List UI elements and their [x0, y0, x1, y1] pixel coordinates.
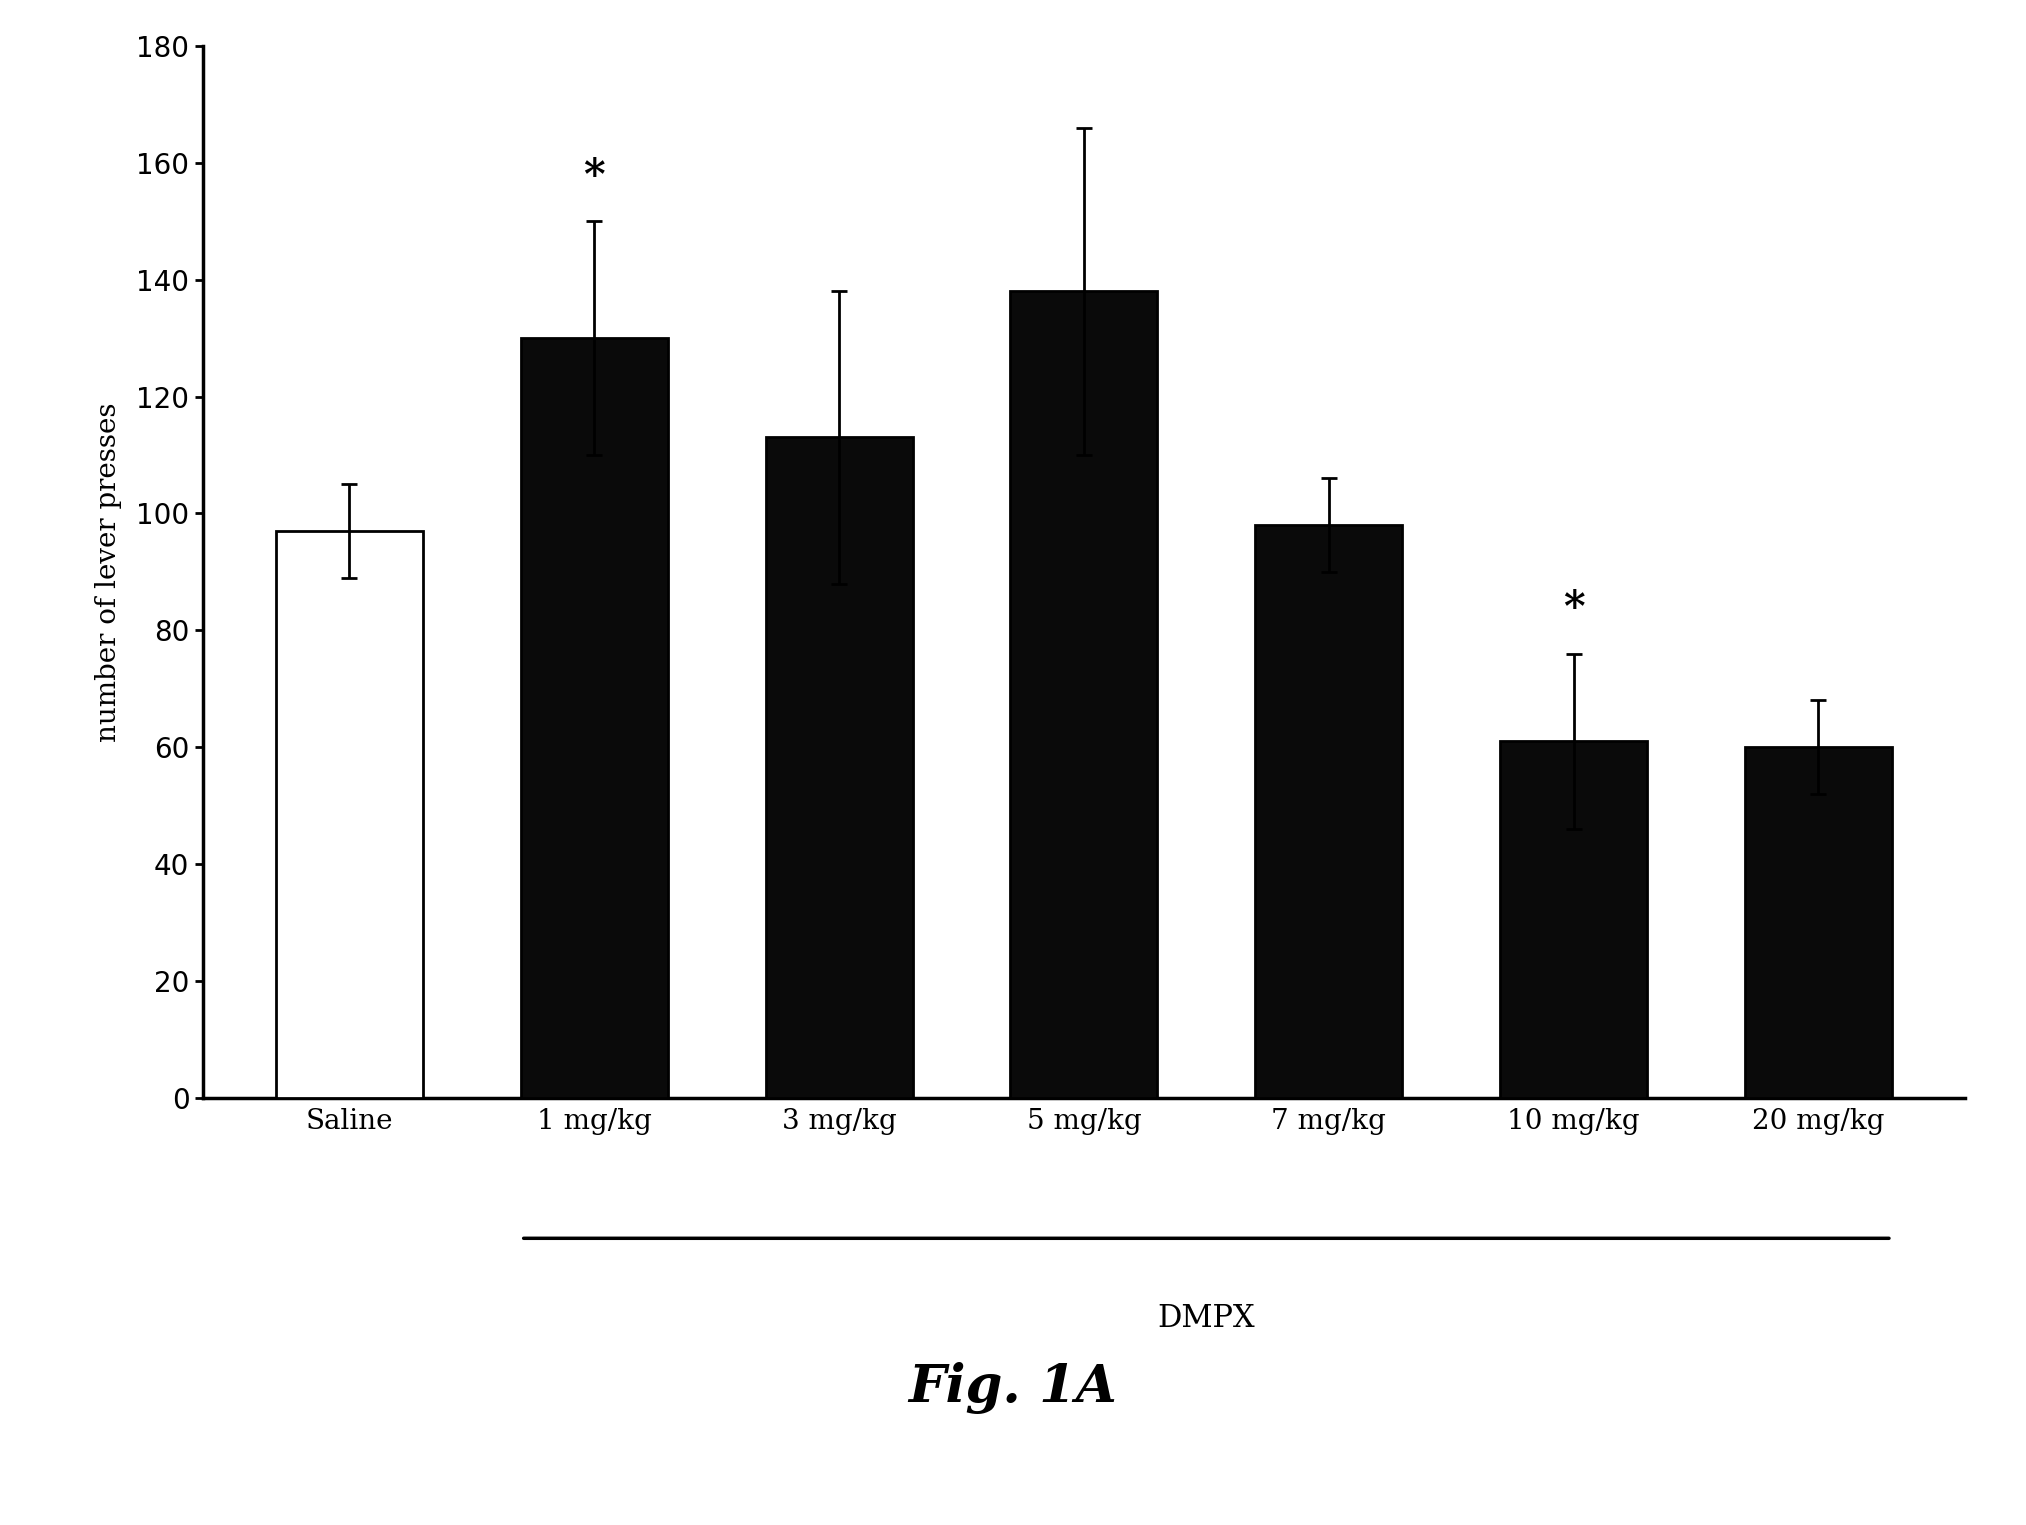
Text: *: * [1562, 589, 1584, 630]
Bar [521, 339, 669, 1098]
Text: Fig. 1A: Fig. 1A [908, 1362, 1118, 1414]
Y-axis label: number of lever presses: number of lever presses [95, 403, 122, 741]
Text: DMPX: DMPX [1157, 1302, 1256, 1333]
Bar [276, 531, 423, 1098]
Bar [1499, 741, 1647, 1098]
Bar [1744, 747, 1892, 1098]
Bar [766, 438, 912, 1098]
Bar [1011, 291, 1157, 1098]
Text: *: * [583, 156, 606, 198]
Bar [1256, 525, 1402, 1098]
